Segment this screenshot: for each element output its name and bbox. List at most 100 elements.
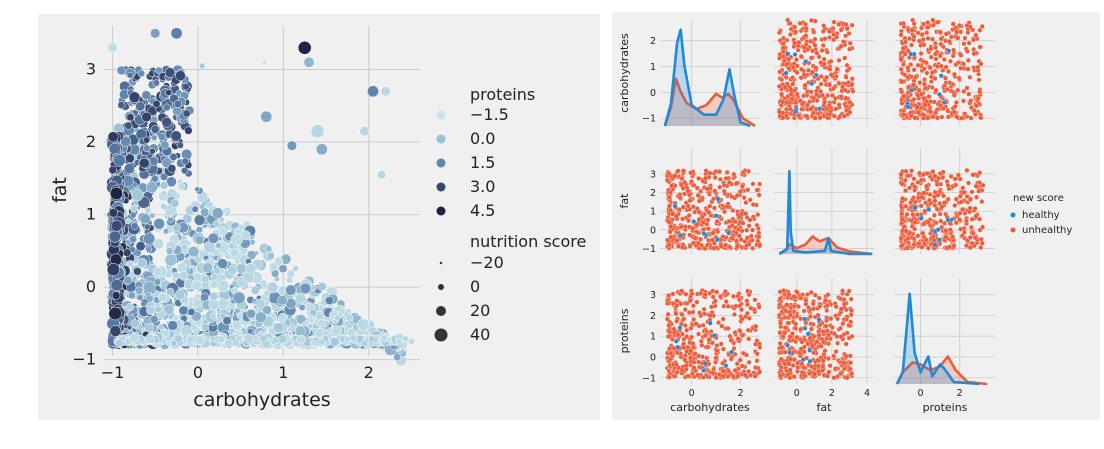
pairplot-point-unhealthy — [918, 42, 924, 48]
pairplot-point-unhealthy — [710, 230, 716, 236]
pairplot-point-unhealthy — [915, 62, 921, 68]
left-scatter-point — [146, 305, 156, 315]
left-scatter-point — [182, 109, 191, 118]
pairplot-point-unhealthy — [844, 26, 850, 32]
left-scatter-point — [318, 338, 326, 346]
pairplot-point-unhealthy — [692, 209, 698, 215]
left-scatter-point — [209, 279, 219, 289]
pairplot-point-unhealthy — [679, 288, 685, 294]
left-scatter-point — [217, 335, 226, 344]
pairplot-point-unhealthy — [667, 229, 673, 235]
left-scatter-point — [161, 117, 172, 128]
pairplot-point-unhealthy — [918, 51, 924, 56]
pairplot-point-unhealthy — [924, 183, 929, 189]
pairplot-point-unhealthy — [943, 75, 948, 81]
pairplot-point-unhealthy — [729, 236, 735, 241]
pairplot-point-unhealthy — [699, 214, 705, 220]
pairplot-point-unhealthy — [840, 288, 846, 294]
pairplot-point-unhealthy — [737, 189, 743, 195]
left-scatter-point — [285, 284, 297, 296]
pairplot-point-unhealthy — [960, 185, 966, 191]
pairplot-point-healthy — [785, 342, 790, 348]
pairplot-point-unhealthy — [952, 203, 958, 208]
pairplot-point-healthy — [802, 316, 808, 322]
pairplot-point-unhealthy — [737, 214, 743, 220]
left-scatter-point — [263, 289, 271, 297]
left-scatter-point — [201, 323, 210, 332]
pairplot-point-unhealthy — [677, 195, 683, 201]
pairplot-point-unhealthy — [919, 25, 924, 31]
left-scatter-point — [200, 292, 210, 302]
pairplot-point-unhealthy — [713, 355, 719, 361]
pairplot-point-unhealthy — [957, 176, 963, 182]
left-xlabel: carbohydrates — [193, 389, 330, 411]
pairplot-point-unhealthy — [842, 55, 848, 61]
pairplot-point-unhealthy — [843, 33, 849, 39]
pairplot-point-unhealthy — [919, 244, 925, 250]
left-scatter-points — [106, 27, 416, 367]
left-x-tick-label: 2 — [364, 363, 374, 382]
left-scatter-point — [194, 186, 200, 192]
pairplot-point-unhealthy — [816, 332, 822, 338]
pairplot-point-unhealthy — [690, 225, 696, 231]
pairplot-point-unhealthy — [680, 168, 686, 174]
pairplot-point-unhealthy — [780, 99, 786, 105]
left-scatter-point — [157, 292, 168, 303]
pairplot-point-unhealthy — [777, 55, 782, 61]
pairplot-point-unhealthy — [825, 292, 831, 298]
pairplot-point-unhealthy — [755, 212, 761, 218]
pairplot-point-unhealthy — [846, 80, 852, 85]
pairplot-point-unhealthy — [952, 104, 958, 109]
left-scatter-point — [165, 247, 174, 255]
pairplot-point-unhealthy — [747, 197, 753, 203]
pairplot-point-unhealthy — [835, 340, 841, 346]
pairplot-point-healthy — [802, 325, 808, 331]
pairplot-point-unhealthy — [925, 24, 931, 30]
pairplot-point-unhealthy — [799, 106, 805, 112]
pairplot-point-unhealthy — [777, 302, 783, 308]
pairplot-point-unhealthy — [901, 62, 906, 67]
pairplot-point-unhealthy — [719, 323, 725, 329]
pairplot-point-healthy — [672, 203, 678, 209]
left-scatter-point — [266, 281, 279, 294]
left-scatter-point — [164, 67, 176, 78]
pairplot-point-unhealthy — [724, 169, 730, 175]
pairplot-point-healthy — [945, 217, 951, 223]
left-scatter-point — [162, 103, 171, 112]
pairplot-point-unhealthy — [850, 88, 856, 94]
pairplot-point-unhealthy — [801, 308, 807, 314]
pairplot-point-unhealthy — [932, 51, 938, 57]
pairplot-point-unhealthy — [941, 200, 947, 206]
pairplot-point-unhealthy — [741, 195, 747, 201]
pairplot-point-healthy — [787, 350, 793, 356]
pairplot-point-unhealthy — [814, 339, 820, 345]
pairplot-point-unhealthy — [781, 288, 787, 294]
left-x-tick-label: 0 — [193, 363, 203, 382]
pairplot-point-unhealthy — [744, 227, 750, 233]
pairplot-point-unhealthy — [909, 113, 914, 119]
left-scatter-point — [181, 244, 188, 251]
pairplot-point-unhealthy — [838, 306, 844, 312]
pairplot-point-unhealthy — [687, 232, 693, 238]
pairplot-point-unhealthy — [745, 302, 750, 308]
left-scatter-point — [157, 323, 165, 331]
pairplot-point-unhealthy — [680, 204, 686, 210]
left-scatter-point — [232, 291, 246, 305]
pairplot-point-unhealthy — [903, 228, 909, 234]
pairplot-point-healthy — [711, 333, 717, 339]
left-scatter-point — [110, 278, 124, 292]
left-scatter-point — [127, 72, 134, 79]
pairplot-point-unhealthy — [745, 187, 751, 193]
pairplot-point-unhealthy — [909, 168, 915, 174]
pairplot-point-unhealthy — [946, 38, 952, 44]
pairplot-point-unhealthy — [934, 182, 940, 187]
left-scatter-point — [329, 336, 340, 347]
legend-unhealthy-marker — [1010, 227, 1016, 233]
pairplot-point-unhealthy — [826, 369, 832, 375]
left-scatter-point — [208, 299, 220, 310]
pairplot-point-unhealthy — [974, 194, 980, 200]
pairplot-point-unhealthy — [778, 321, 783, 326]
pairplot-point-unhealthy — [682, 307, 688, 313]
pairplot-point-unhealthy — [822, 36, 828, 42]
legend-hue-marker — [436, 182, 446, 192]
